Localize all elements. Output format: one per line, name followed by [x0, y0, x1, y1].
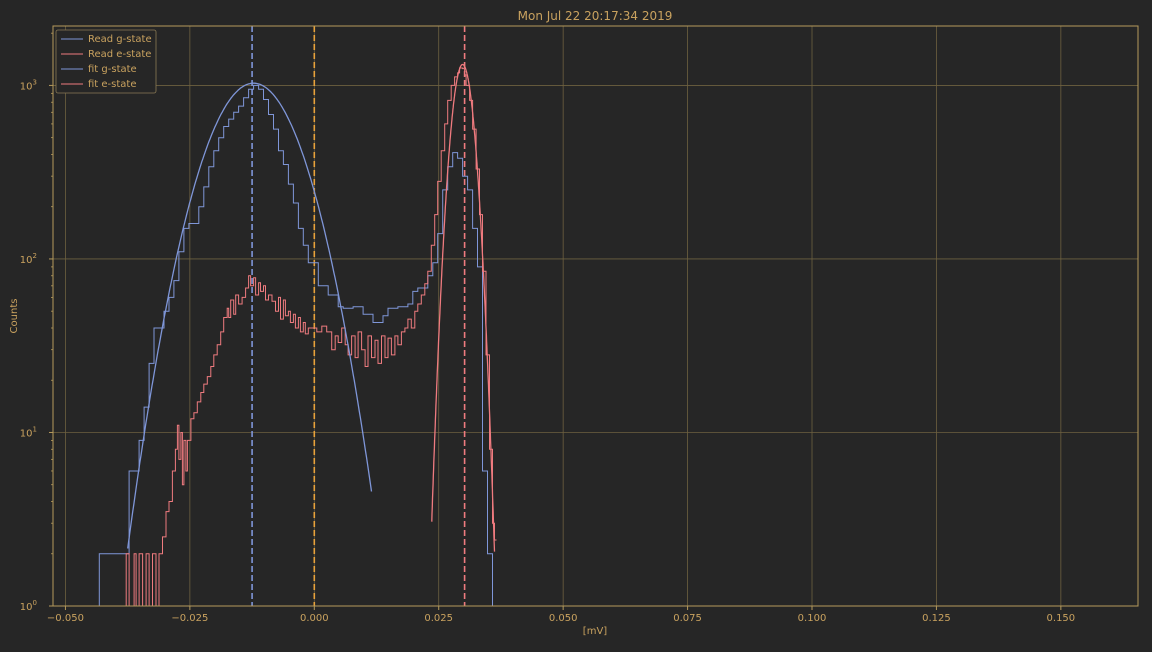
x-tick-label: 0.075	[673, 613, 702, 624]
y-tick-label-exponent: 3	[33, 78, 37, 86]
legend-label-fit-e-state: fit e-state	[88, 79, 137, 90]
axis-ticks: −0.050 −0.025 0.000 0.025 0.050 0.075 0.100 0.1…	[20, 32, 1076, 624]
x-tick-label: −0.050	[47, 613, 84, 624]
y-tick-label-base: 10	[20, 255, 33, 266]
legend-label-fit-g-state: fit g-state	[88, 64, 137, 75]
reference-lines	[251, 26, 466, 606]
x-tick-label: 0.100	[798, 613, 827, 624]
x-axis-label: [mV]	[583, 626, 607, 637]
y-tick-label: 100	[20, 599, 37, 613]
y-tick-label-exponent: 2	[33, 252, 37, 260]
legend-label-read-e-state: Read e-state	[88, 49, 151, 60]
series-fit-e-state	[431, 63, 496, 552]
series-read-g-state	[98, 84, 495, 607]
y-tick-label: 102	[20, 252, 37, 266]
data-series	[98, 63, 497, 607]
legend-label-read-g-state: Read g-state	[88, 34, 152, 45]
y-tick-label-exponent: 0	[33, 599, 37, 607]
y-tick-label-base: 10	[20, 602, 33, 613]
x-tick-label: 0.050	[549, 613, 578, 624]
plot-frame	[52, 25, 1139, 607]
x-tick-label: 0.025	[424, 613, 453, 624]
y-tick-label: 103	[20, 78, 37, 92]
series-read-e-state	[122, 67, 497, 607]
y-axis-label: Counts	[9, 299, 20, 334]
y-tick-label: 101	[20, 425, 37, 439]
legend-box	[55, 29, 157, 94]
x-tick-label: 0.150	[1047, 613, 1076, 624]
y-tick-label-base: 10	[20, 428, 33, 439]
x-tick-label: 0.000	[300, 613, 329, 624]
chart-title: Mon Jul 22 20:17:34 2019	[518, 9, 673, 23]
series-fit-g-state	[127, 82, 373, 549]
y-tick-label-base: 10	[20, 81, 33, 92]
x-tick-label: −0.025	[171, 613, 208, 624]
y-tick-label-exponent: 1	[33, 425, 37, 433]
legend: Read g-state Read e-state fit g-state fi…	[55, 29, 157, 94]
x-tick-label: 0.125	[922, 613, 951, 624]
